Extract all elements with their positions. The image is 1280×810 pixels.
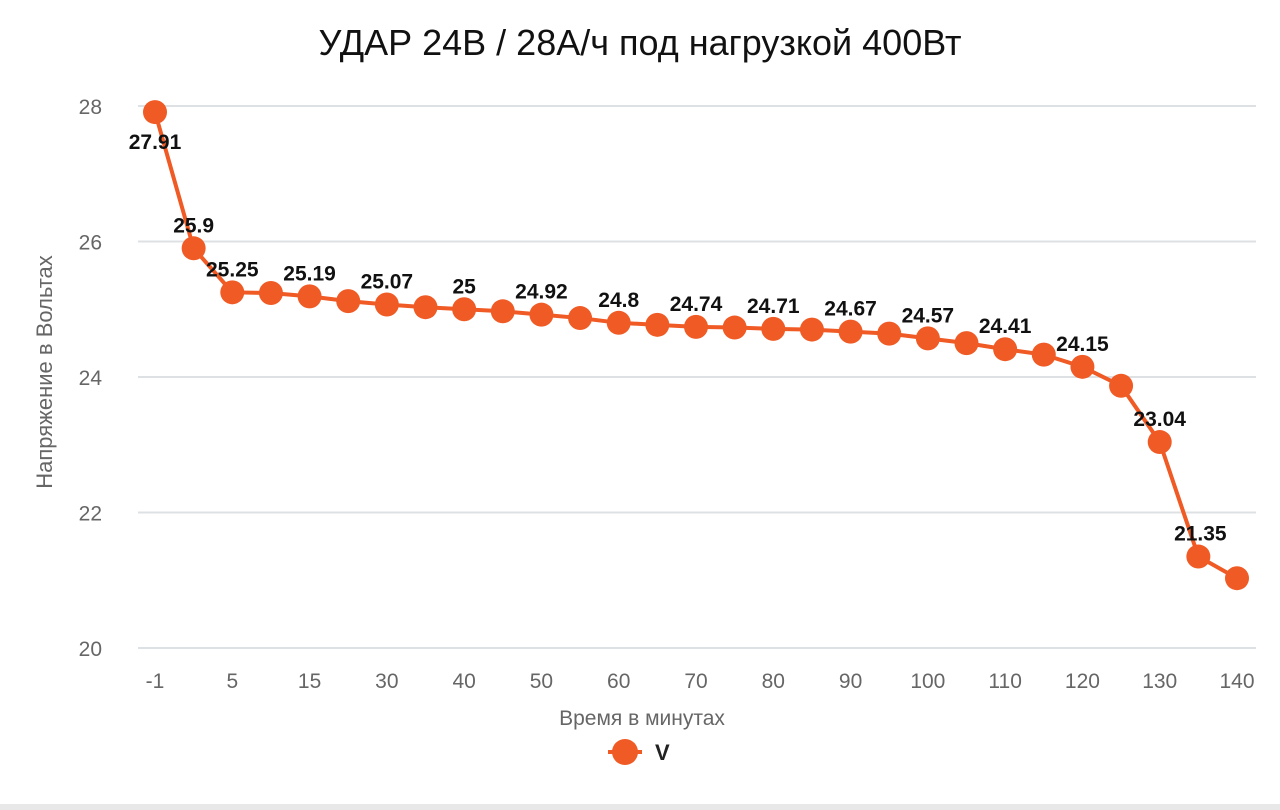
data-label: 24.57	[902, 304, 955, 327]
data-point	[684, 314, 708, 339]
data-point	[799, 317, 824, 342]
y-axis-title: Напряжение в Вольтах	[32, 255, 57, 489]
data-label: 24.74	[670, 293, 723, 316]
data-point	[838, 319, 863, 344]
data-label: 24.8	[598, 289, 639, 312]
data-label: 21.35	[1174, 523, 1227, 546]
data-point	[490, 299, 515, 324]
x-tick-label: 5	[226, 670, 238, 693]
x-tick-label: -1	[146, 670, 165, 693]
chart-title: УДАР 24В / 28А/ч под нагрузкой 400Вт	[318, 22, 961, 63]
data-label: 25.07	[361, 271, 414, 294]
x-tick-label: 30	[375, 670, 398, 693]
data-point	[529, 302, 554, 327]
data-point	[374, 292, 399, 317]
bottom-divider	[0, 804, 1280, 810]
data-point	[258, 280, 283, 305]
data-point	[722, 315, 747, 340]
data-label: 24.92	[515, 281, 568, 304]
data-label: 24.71	[747, 295, 800, 318]
data-label: 27.91	[129, 131, 182, 154]
data-point	[413, 295, 438, 320]
data-label: 25.25	[206, 258, 259, 281]
data-point	[336, 289, 361, 314]
data-point	[568, 306, 593, 331]
y-tick-label: 22	[79, 503, 102, 526]
x-tick-label: 90	[839, 670, 862, 693]
x-tick-label: 100	[910, 670, 945, 693]
x-tick-label: 15	[298, 670, 321, 693]
data-point	[993, 337, 1018, 362]
data-point	[954, 331, 979, 356]
data-point	[220, 280, 245, 305]
x-tick-label: 70	[684, 670, 707, 693]
x-axis-title: Время в минутах	[559, 707, 725, 730]
x-tick-label: 120	[1065, 670, 1100, 693]
y-tick-label: 24	[79, 367, 103, 390]
x-tick-label: 60	[607, 670, 630, 693]
data-point	[297, 284, 322, 309]
legend[interactable]: V	[608, 739, 670, 765]
data-label: 25.9	[173, 214, 214, 237]
data-point	[1031, 342, 1056, 367]
data-point	[606, 310, 631, 335]
data-point	[143, 100, 167, 125]
data-label: 23.04	[1133, 408, 1186, 431]
data-point	[1109, 373, 1134, 398]
data-point	[645, 312, 670, 337]
data-point	[877, 321, 902, 346]
x-tick-label: 140	[1219, 670, 1254, 693]
data-point	[1225, 566, 1249, 591]
y-tick-label: 26	[79, 232, 102, 255]
y-tick-label: 20	[79, 638, 102, 661]
x-tick-label: 110	[988, 670, 1021, 693]
x-tick-label: 130	[1142, 670, 1177, 693]
data-point	[1186, 544, 1211, 569]
data-label: 24.67	[824, 298, 877, 321]
y-tick-label: 28	[79, 96, 102, 119]
data-label: 24.41	[979, 315, 1032, 338]
data-label: 24.15	[1056, 333, 1109, 356]
legend-marker	[612, 739, 638, 765]
x-tick-label: 80	[762, 670, 785, 693]
data-point	[452, 297, 477, 322]
data-label: 25.19	[283, 262, 336, 285]
x-tick-label: 40	[452, 670, 475, 693]
data-point	[1147, 430, 1172, 455]
data-point	[1070, 354, 1095, 379]
x-tick-label: 50	[530, 670, 553, 693]
data-point	[181, 236, 206, 261]
data-point	[761, 316, 786, 341]
data-point	[915, 326, 940, 351]
data-label: 25	[452, 275, 476, 298]
legend-label: V	[655, 740, 670, 765]
